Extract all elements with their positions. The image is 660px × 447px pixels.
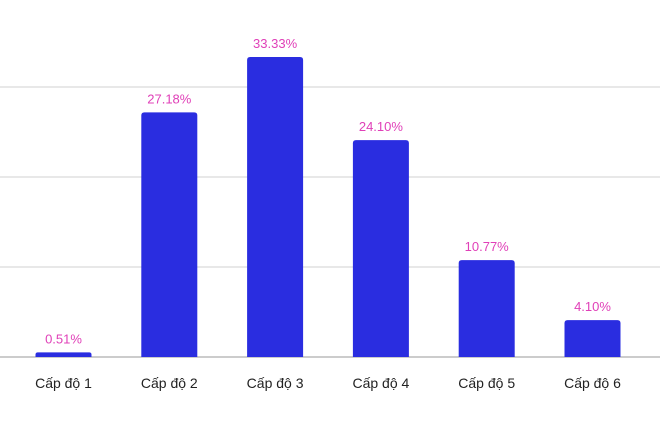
x-tick-label: Cấp độ 5 xyxy=(458,375,515,391)
data-label: 4.10% xyxy=(574,299,611,314)
x-tick-label: Cấp độ 1 xyxy=(35,375,92,391)
bar xyxy=(564,320,621,357)
bar xyxy=(35,352,92,357)
x-tick-label: Cấp độ 2 xyxy=(141,375,198,391)
x-tick-label: Cấp độ 3 xyxy=(247,375,304,391)
x-tick-label: Cấp độ 4 xyxy=(352,375,409,391)
data-labels: 0.51% 27.18% 33.33% 24.10% 10.77% 4.10% xyxy=(45,36,611,346)
bar xyxy=(458,260,515,357)
data-label: 24.10% xyxy=(359,119,404,134)
bar xyxy=(247,57,304,357)
bar xyxy=(352,140,409,357)
data-label: 10.77% xyxy=(465,239,510,254)
data-label: 0.51% xyxy=(45,331,82,346)
gridlines xyxy=(0,86,660,358)
data-label: 27.18% xyxy=(147,91,192,106)
bars xyxy=(35,57,621,357)
x-axis-tick-labels: Cấp độ 1 Cấp độ 2 Cấp độ 3 Cấp độ 4 Cấp độ 5… xyxy=(35,375,621,391)
bar xyxy=(141,112,198,357)
x-tick-label: Cấp độ 6 xyxy=(564,375,621,391)
data-label: 33.33% xyxy=(253,36,298,51)
